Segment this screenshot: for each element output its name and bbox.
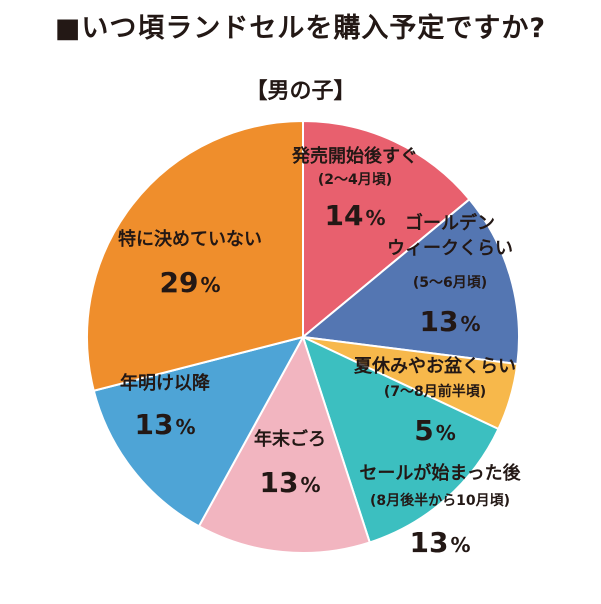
chart-title: ■いつ頃ランドセルを購入予定ですか? <box>54 13 547 44</box>
slice-label: 発売開始後すぐ <box>291 145 418 167</box>
pie-slice <box>301 335 500 544</box>
pie-slice <box>197 334 372 554</box>
slice-percent: 13% <box>134 408 195 441</box>
slice-sublabel: (8月後半から10月頃) <box>370 492 510 509</box>
pie-slice <box>300 197 520 366</box>
pie-slice <box>86 119 304 392</box>
slice-percent: 29% <box>159 266 220 299</box>
pie-slice <box>92 335 305 528</box>
slice-sublabel: (5〜6月頃) <box>413 275 487 291</box>
slice-percent: 14% <box>324 199 385 232</box>
slice-label: 年末ごろ <box>254 428 326 450</box>
slice-label: 年明け以降 <box>120 372 211 394</box>
slice-sublabel: (2〜4月頃) <box>318 172 392 188</box>
slice-percent: 13% <box>409 526 470 559</box>
slice-percent: 5% <box>414 414 456 447</box>
slice-label: ウィークくらい <box>387 238 513 259</box>
slice-percent: 13% <box>259 466 320 499</box>
slice-label: ゴールデン <box>405 212 495 234</box>
slice-label: セールが始まった後 <box>359 462 521 484</box>
pie-slice <box>302 119 471 340</box>
slice-percent: 13% <box>419 305 480 338</box>
slice-label: 特に決めていない <box>118 228 262 250</box>
slice-label: 夏休みやお盆くらい <box>354 355 516 377</box>
slice-sublabel: (7〜8月前半頃) <box>384 383 486 400</box>
chart-subtitle: 【男の子】 <box>245 79 356 104</box>
